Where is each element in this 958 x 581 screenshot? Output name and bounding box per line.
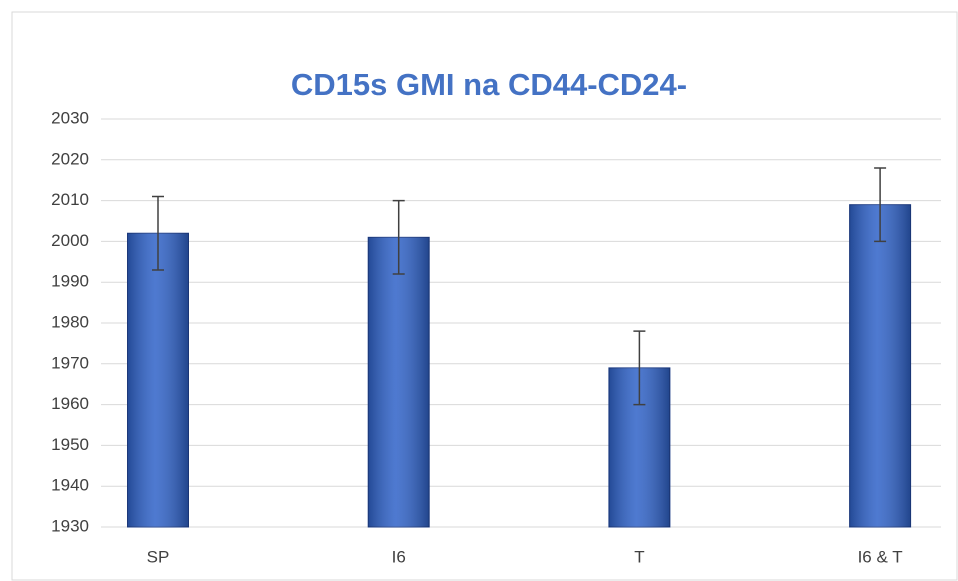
bar xyxy=(367,236,430,528)
error-bar xyxy=(874,167,887,243)
error-bar xyxy=(633,330,646,406)
y-tick-label: 1930 xyxy=(51,516,89,535)
y-tick-label: 1980 xyxy=(51,312,89,331)
bar xyxy=(849,204,912,528)
chart-title: CD15s GMI na CD44-CD24- xyxy=(291,67,687,102)
y-tick-label: 2030 xyxy=(51,108,89,127)
y-tick-label: 1940 xyxy=(51,476,89,495)
y-tick-label: 1990 xyxy=(51,272,89,291)
x-tick-label: I6 & T xyxy=(858,547,903,566)
y-tick-label: 2010 xyxy=(51,190,89,209)
y-tick-label: 1970 xyxy=(51,353,89,372)
y-tick-label: 2000 xyxy=(51,231,89,250)
x-tick-label: I6 xyxy=(392,547,406,566)
y-tick-label: 1960 xyxy=(51,394,89,413)
x-tick-label: T xyxy=(634,547,644,566)
x-tick-label: SP xyxy=(147,547,170,566)
error-bar xyxy=(152,195,164,271)
y-tick-label: 1950 xyxy=(51,435,89,454)
error-bar xyxy=(392,199,405,275)
y-tick-label: 2020 xyxy=(51,149,89,168)
bar xyxy=(127,232,189,528)
